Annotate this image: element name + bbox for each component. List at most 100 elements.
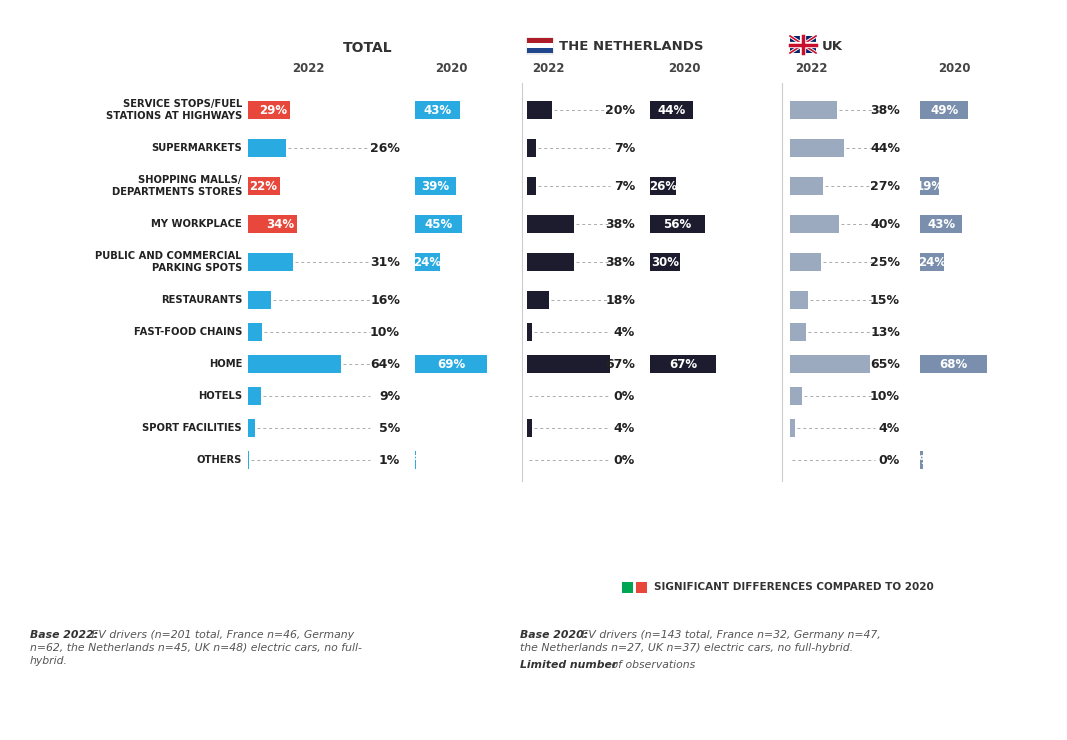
Text: MY WORKPLACE: MY WORKPLACE (152, 219, 242, 229)
Bar (790, 253, 821, 271)
Text: 9%: 9% (379, 389, 400, 403)
Bar (920, 177, 939, 195)
Text: 56%: 56% (664, 218, 691, 230)
Text: 19%: 19% (915, 180, 943, 192)
Text: 2020: 2020 (938, 61, 970, 75)
Bar (790, 215, 840, 233)
Text: 22%: 22% (249, 180, 276, 192)
Bar (527, 253, 574, 271)
Bar (790, 36, 816, 53)
Text: 44%: 44% (870, 141, 899, 155)
Bar (415, 215, 462, 233)
Text: 38%: 38% (605, 255, 635, 269)
Text: 65%: 65% (870, 357, 899, 371)
Bar (248, 215, 298, 233)
Text: 0%: 0% (614, 389, 635, 403)
Bar (920, 101, 968, 119)
Text: 26%: 26% (649, 180, 676, 192)
Bar (248, 419, 255, 437)
Text: 24%: 24% (918, 255, 945, 269)
Bar (527, 43, 553, 48)
Text: 30%: 30% (651, 255, 679, 269)
Bar (527, 177, 536, 195)
Bar (790, 291, 809, 309)
Text: 0%: 0% (614, 454, 635, 466)
Text: 15%: 15% (870, 294, 899, 306)
Bar (248, 101, 290, 119)
Text: 69%: 69% (436, 357, 465, 371)
Bar (527, 38, 553, 43)
Text: 7%: 7% (614, 141, 635, 155)
Text: hybrid.: hybrid. (30, 656, 68, 666)
Text: FAST-FOOD CHAINS: FAST-FOOD CHAINS (133, 327, 242, 337)
Text: the Netherlands n=27, UK n=37) electric cars, no full-hybrid.: the Netherlands n=27, UK n=37) electric … (520, 643, 854, 653)
Bar (622, 582, 633, 593)
Bar (248, 253, 293, 271)
Bar (527, 215, 574, 233)
Text: 2020: 2020 (434, 61, 467, 75)
Text: THE NETHERLANDS: THE NETHERLANDS (559, 39, 703, 53)
Text: 4%: 4% (879, 422, 899, 434)
Bar (527, 48, 553, 53)
Text: 13%: 13% (870, 326, 899, 338)
Bar (527, 38, 553, 54)
Text: EV drivers (n=143 total, France n=32, Germany n=47,: EV drivers (n=143 total, France n=32, Ge… (578, 630, 880, 640)
Text: 18%: 18% (605, 294, 635, 306)
Text: SERVICE STOPS/FUEL
STATIONS AT HIGHWAYS: SERVICE STOPS/FUEL STATIONS AT HIGHWAYS (106, 99, 242, 121)
Bar (650, 253, 680, 271)
Text: HOME: HOME (209, 359, 242, 369)
Bar (650, 101, 694, 119)
Text: 7%: 7% (614, 180, 635, 192)
Text: UK: UK (822, 39, 843, 53)
Text: 43%: 43% (927, 218, 955, 230)
Bar (248, 387, 261, 405)
Bar (527, 419, 532, 437)
Bar (248, 177, 280, 195)
Text: 2022: 2022 (532, 61, 564, 75)
Text: Base 2022:: Base 2022: (30, 630, 98, 640)
Text: 4%: 4% (614, 422, 635, 434)
Text: 67%: 67% (605, 357, 635, 371)
Text: 10%: 10% (370, 326, 400, 338)
Bar (790, 139, 844, 157)
Text: SIGNIFICANT DIFFERENCES COMPARED TO 2020: SIGNIFICANT DIFFERENCES COMPARED TO 2020 (654, 582, 934, 593)
Text: 67%: 67% (669, 357, 697, 371)
Bar (790, 323, 806, 341)
Bar (790, 387, 802, 405)
Text: 4%: 4% (614, 326, 635, 338)
Bar (636, 582, 647, 593)
Text: SHOPPING MALLS/
DEPARTMENTS STORES: SHOPPING MALLS/ DEPARTMENTS STORES (112, 175, 242, 197)
Text: SPORT FACILITIES: SPORT FACILITIES (142, 423, 242, 433)
Text: PUBLIC AND COMMERCIAL
PARKING SPOTS: PUBLIC AND COMMERCIAL PARKING SPOTS (95, 251, 242, 273)
Text: 29%: 29% (259, 104, 287, 116)
Bar (527, 355, 609, 373)
Text: 39%: 39% (421, 180, 449, 192)
Text: Limited number: Limited number (520, 660, 617, 670)
Bar (248, 323, 262, 341)
Text: HOTELS: HOTELS (197, 391, 242, 401)
Text: 38%: 38% (871, 104, 899, 116)
Text: 0%: 0% (879, 454, 899, 466)
Bar (790, 419, 795, 437)
Text: 68%: 68% (939, 357, 968, 371)
Text: 43%: 43% (424, 104, 451, 116)
Bar (920, 215, 962, 233)
Bar (650, 215, 705, 233)
Text: 27%: 27% (870, 180, 899, 192)
Bar (248, 101, 290, 119)
Bar (415, 355, 487, 373)
Text: 2022: 2022 (795, 61, 828, 75)
Text: 16%: 16% (370, 294, 400, 306)
Bar (415, 253, 440, 271)
Text: SUPERMARKETS: SUPERMARKETS (152, 143, 242, 153)
Bar (248, 215, 298, 233)
Text: 44%: 44% (657, 104, 686, 116)
Text: 5%: 5% (379, 422, 400, 434)
Bar (415, 101, 460, 119)
Text: 20%: 20% (605, 104, 635, 116)
Text: Base 2020:: Base 2020: (520, 630, 588, 640)
Bar (527, 101, 552, 119)
Text: 40%: 40% (870, 218, 899, 230)
Bar (248, 291, 271, 309)
Bar (650, 177, 675, 195)
